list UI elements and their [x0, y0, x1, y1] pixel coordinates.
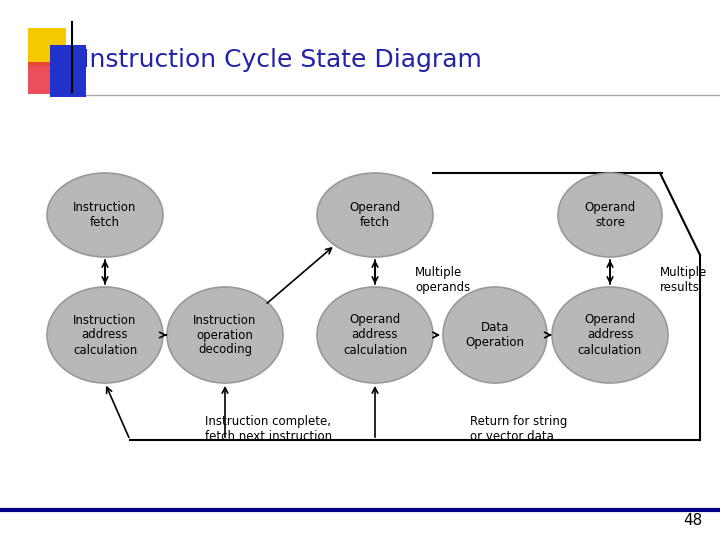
Text: Operand
address
calculation: Operand address calculation [343, 314, 407, 356]
Text: Multiple
operands: Multiple operands [415, 266, 470, 294]
Bar [28, 62, 66, 94]
Text: Instruction
operation
decoding: Instruction operation decoding [193, 314, 257, 356]
Ellipse shape [552, 287, 668, 383]
Text: Operand
store: Operand store [585, 201, 636, 229]
Text: Operand
fetch: Operand fetch [349, 201, 400, 229]
Text: Multiple
results: Multiple results [660, 266, 707, 294]
Text: 48: 48 [683, 513, 702, 528]
Text: Data
Operation: Data Operation [466, 321, 524, 349]
Bar [50, 45, 86, 97]
Ellipse shape [47, 173, 163, 257]
Text: Instruction Cycle State Diagram: Instruction Cycle State Diagram [82, 48, 482, 72]
Text: Operand
address
calculation: Operand address calculation [578, 314, 642, 356]
Ellipse shape [443, 287, 547, 383]
Ellipse shape [317, 287, 433, 383]
Ellipse shape [47, 287, 163, 383]
Text: Return for string
or vector data: Return for string or vector data [470, 415, 567, 443]
Text: Instruction
address
calculation: Instruction address calculation [73, 314, 137, 356]
Ellipse shape [317, 173, 433, 257]
Text: Instruction complete,
fetch next instruction: Instruction complete, fetch next instruc… [205, 415, 332, 443]
Text: Instruction
fetch: Instruction fetch [73, 201, 137, 229]
Ellipse shape [558, 173, 662, 257]
Ellipse shape [167, 287, 283, 383]
Bar [28, 28, 66, 66]
